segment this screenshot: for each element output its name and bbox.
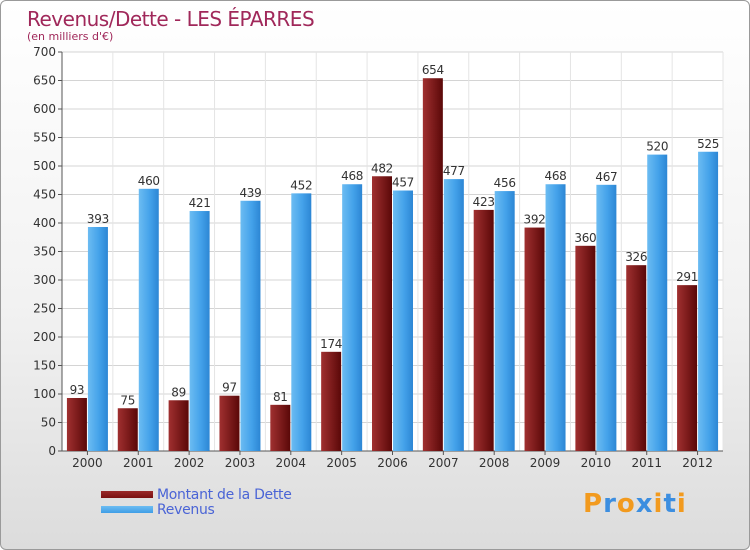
x-tick-label: 2010 [581, 456, 612, 470]
legend-label-revenus: Revenus [157, 501, 215, 518]
data-label: 360 [574, 231, 596, 245]
x-tick-label: 2006 [377, 456, 408, 470]
data-label: 452 [290, 178, 312, 192]
data-label: 477 [443, 164, 465, 178]
chart-title: Revenus/Dette - LES ÉPARRES [27, 7, 315, 31]
bar-dette [626, 265, 647, 451]
x-tick-label: 2000 [72, 456, 103, 470]
y-tick-label: 200 [33, 330, 56, 344]
data-label: 81 [273, 390, 288, 404]
data-label: 291 [676, 270, 698, 284]
y-tick-label: 500 [33, 159, 56, 173]
bar-dette [219, 395, 240, 451]
data-label: 468 [545, 169, 567, 183]
y-tick-label: 650 [33, 74, 56, 88]
y-tick-label: 600 [33, 102, 56, 116]
x-tick-label: 2007 [428, 456, 459, 470]
y-tick-label: 400 [33, 216, 56, 230]
bar-dette [66, 397, 87, 451]
y-tick-label: 700 [33, 45, 56, 59]
y-tick-label: 150 [33, 359, 56, 373]
bar-revenus [545, 184, 566, 452]
data-label: 393 [87, 212, 109, 226]
data-label: 520 [646, 140, 668, 154]
x-tick-label: 2008 [479, 456, 510, 470]
data-label: 467 [595, 170, 617, 184]
bar-revenus [698, 151, 719, 451]
bar-dette [677, 285, 698, 451]
y-tick-label: 350 [33, 245, 56, 259]
y-tick-label: 100 [33, 387, 56, 401]
bar-dette [524, 227, 545, 451]
data-label: 421 [189, 196, 211, 210]
bar-dette [372, 176, 392, 451]
bar-dette [168, 400, 189, 451]
bar-revenus [494, 191, 515, 451]
x-tick-label: 2005 [326, 456, 357, 470]
y-tick-label: 450 [33, 188, 56, 202]
bar-revenus [291, 193, 312, 452]
legend-swatch-revenus [101, 506, 153, 513]
bar-revenus [342, 184, 363, 452]
bar-revenus [240, 200, 261, 451]
y-tick-label: 550 [33, 131, 56, 145]
data-label: 468 [341, 169, 363, 183]
data-label: 525 [697, 137, 719, 151]
x-tick-label: 2004 [276, 456, 307, 470]
chart-subtitle: (en milliers d'€) [27, 30, 114, 43]
legend: Montant de la Dette Revenus [101, 486, 292, 518]
bar-revenus [596, 184, 617, 451]
x-tick-label: 2012 [682, 456, 713, 470]
data-label: 97 [222, 381, 237, 395]
legend-item-revenus: Revenus [101, 501, 292, 518]
proxiti-logo: Proxiti [583, 489, 687, 519]
bar-dette [270, 404, 291, 451]
bar-dette [422, 78, 443, 451]
bar-dette [117, 408, 138, 451]
data-label: 392 [524, 213, 546, 227]
data-label: 456 [494, 176, 516, 190]
x-tick-label: 2011 [631, 456, 662, 470]
legend-label-debt: Montant de la Dette [157, 486, 292, 503]
y-tick-label: 250 [33, 302, 56, 316]
data-label: 423 [473, 195, 495, 209]
data-label: 457 [392, 176, 414, 190]
y-tick-label: 50 [41, 416, 56, 430]
x-tick-label: 2009 [530, 456, 561, 470]
bar-dette [473, 209, 494, 451]
legend-swatch-debt [101, 491, 153, 498]
legend-item-debt: Montant de la Dette [101, 486, 292, 503]
x-tick-label: 2002 [174, 456, 205, 470]
bar-revenus [87, 226, 108, 451]
bar-dette [321, 351, 342, 451]
data-label: 439 [239, 186, 261, 200]
bar-revenus [443, 179, 464, 452]
data-label: 75 [120, 393, 135, 407]
data-label: 654 [422, 63, 444, 77]
data-label: 89 [171, 385, 186, 399]
bar-revenus [393, 190, 413, 451]
data-label: 482 [371, 161, 393, 175]
data-label: 174 [320, 337, 342, 351]
x-tick-label: 2001 [123, 456, 154, 470]
data-label: 326 [625, 250, 647, 264]
bar-revenus [189, 211, 210, 451]
y-tick-label: 300 [33, 273, 56, 287]
bar-revenus [138, 188, 159, 452]
data-label: 93 [70, 383, 85, 397]
x-tick-label: 2003 [225, 456, 256, 470]
bar-revenus [647, 154, 668, 451]
y-tick-label: 0 [48, 444, 56, 458]
bar-dette [575, 245, 596, 451]
data-label: 460 [138, 174, 160, 188]
